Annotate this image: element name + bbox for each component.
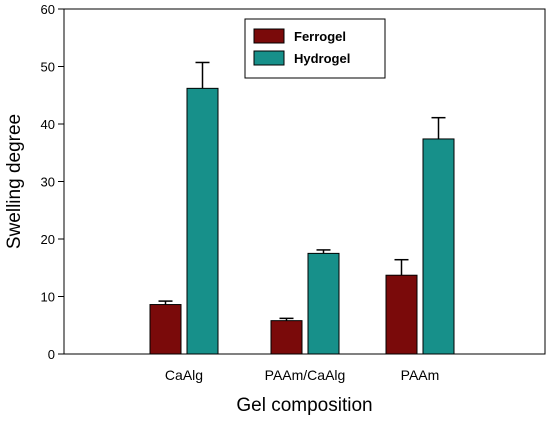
y-axis: 0 10 20 30 40 50 60 [41,2,64,362]
bar-ferrogel-paam-caalg [270,320,303,355]
bars-layer [149,87,455,355]
bar-hydrogel-paam-caalg [307,252,340,355]
legend-swatch-ferrogel [253,28,285,44]
legend-label-hydrogel: Hydrogel [294,51,350,66]
legend-box [244,18,386,79]
legend: Ferrogel Hydrogel [244,18,386,79]
y-tick-label: 20 [41,232,55,247]
error-bars-layer [158,61,446,321]
legend-swatch-hydrogel [253,50,285,66]
y-axis-label: Swelling degree [4,114,25,249]
x-axis: CaAlg PAAm/CaAlg PAAm [165,367,439,383]
x-axis-label: Gel composition [236,395,372,416]
y-tick-label: 50 [41,60,55,75]
x-tick-label: PAAm [401,367,440,383]
x-tick-label: PAAm/CaAlg [265,367,346,383]
bar-hydrogel-paam [422,138,455,355]
y-tick-label: 60 [41,2,55,17]
y-tick-label: 40 [41,117,55,132]
x-tick-label: CaAlg [165,367,203,383]
y-tick-label: 30 [41,175,55,190]
y-tick-label: 0 [48,347,55,362]
legend-label-ferrogel: Ferrogel [294,29,346,44]
bar-hydrogel-caalg [186,87,219,355]
bar-ferrogel-caalg [149,304,182,355]
y-tick-label: 10 [41,290,55,305]
bar-ferrogel-paam [385,274,418,355]
